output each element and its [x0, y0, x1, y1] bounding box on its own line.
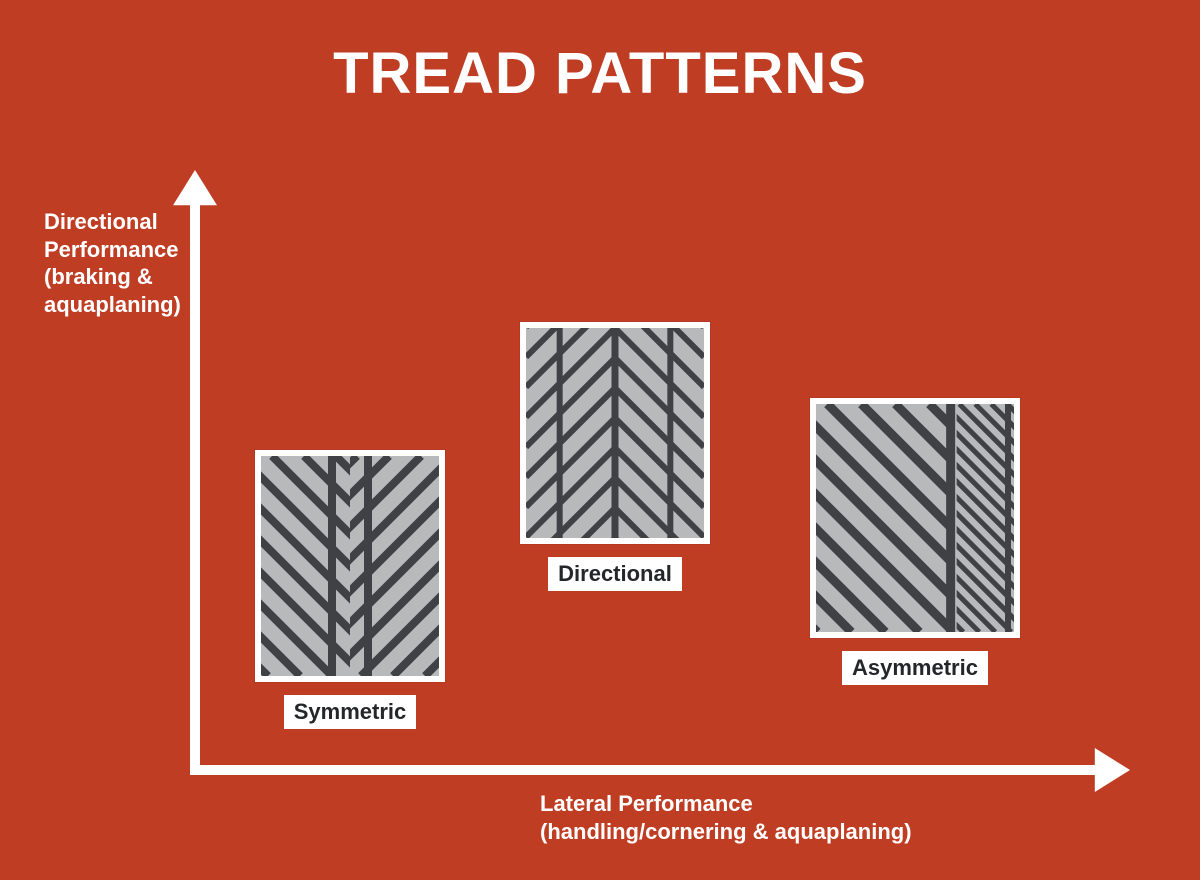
infographic-canvas: TREAD PATTERNS Directional Performance (…: [0, 0, 1200, 880]
directional-tread-icon: [526, 328, 704, 538]
asymmetric-tread-icon: [816, 404, 1014, 632]
tread-frame: [520, 322, 710, 544]
y-axis-label-line: (braking &: [44, 263, 181, 291]
tread-label: Directional: [548, 557, 682, 591]
y-axis-label-line: aquaplaning): [44, 291, 181, 319]
tread-card-directional: Directional: [520, 322, 710, 591]
x-axis-label-line: (handling/cornering & aquaplaning): [540, 818, 912, 846]
symmetric-tread-icon: [261, 456, 439, 676]
tread-label: Asymmetric: [842, 651, 988, 685]
x-axis-label-line: Lateral Performance: [540, 790, 912, 818]
tread-card-symmetric: Symmetric: [255, 450, 445, 729]
tread-card-asymmetric: Asymmetric: [810, 398, 1020, 685]
y-axis-label: Directional Performance (braking & aquap…: [44, 208, 181, 318]
x-axis-label: Lateral Performance (handling/cornering …: [540, 790, 912, 845]
tread-frame: [255, 450, 445, 682]
y-axis-label-line: Performance: [44, 236, 181, 264]
tread-frame: [810, 398, 1020, 638]
y-axis-label-line: Directional: [44, 208, 181, 236]
tread-label: Symmetric: [284, 695, 417, 729]
